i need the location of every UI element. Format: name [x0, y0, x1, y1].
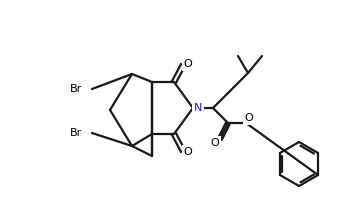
Text: Br: Br [70, 84, 82, 94]
Text: O: O [184, 59, 192, 69]
Text: N: N [194, 103, 202, 113]
Text: O: O [184, 147, 192, 157]
Text: O: O [245, 113, 253, 123]
Text: Br: Br [70, 128, 82, 138]
Text: O: O [211, 138, 219, 148]
